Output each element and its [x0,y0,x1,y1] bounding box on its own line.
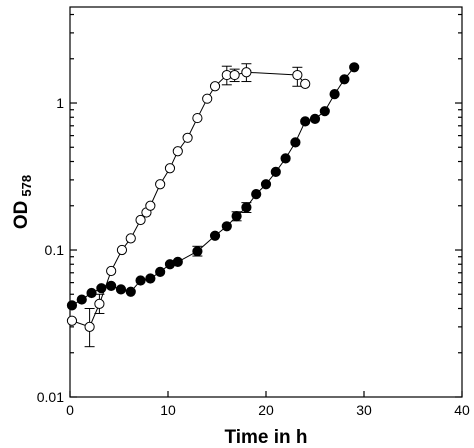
filled-point [339,74,350,85]
filled-point [309,113,321,124]
open-point [209,81,221,92]
x-tick-label: 0 [66,402,74,418]
open-point [292,69,303,81]
filled-point [66,300,78,311]
filled-point [135,275,146,286]
filled-point [329,88,340,100]
filled-point [290,137,301,148]
open-point [84,321,95,332]
open-point [116,244,128,256]
filled-point [192,246,203,257]
x-tick-label: 30 [356,402,372,418]
open-point [300,78,311,89]
filled-point [319,106,330,117]
x-tick-label: 10 [160,402,176,418]
y-tick-label: 0.1 [45,242,65,258]
filled-point [300,116,311,127]
filled-point [349,62,360,73]
open-point [202,93,213,104]
filled-point [260,179,272,190]
plot-border [69,6,463,398]
open-point [94,298,105,309]
y-axis-title-sub: 578 [19,175,34,197]
open-point [66,315,78,326]
filled-point [76,294,87,305]
filled-point [280,153,291,164]
filled-point [241,202,252,213]
filled-point [145,273,156,284]
open-point [106,265,117,277]
open-point [172,146,183,157]
filled-point [155,266,166,277]
x-tick-label: 20 [258,402,274,418]
y-axis-title: OD 578 [11,175,34,229]
open-point [164,163,176,174]
y-tick-label: 1 [56,95,64,111]
filled-point [96,283,107,294]
open-point [229,69,240,81]
y-axis-title-main: OD [11,201,32,230]
filled-point [270,166,281,177]
filled-point [209,230,221,241]
x-tick-label: 40 [454,402,470,418]
filled-point [106,280,117,291]
open-point [182,132,193,143]
x-axis-title: Time in h [224,427,307,448]
filled-point [231,211,242,222]
filled-point [115,284,127,295]
y-axis: 0.01 0.1 1 [37,13,462,405]
filled-point [86,287,97,299]
filled-point [125,286,136,297]
y-tick-label: 0.01 [37,389,64,405]
x-axis: 0 10 20 30 40 [66,391,470,418]
filled-point [251,189,262,200]
open-point [241,67,252,78]
open-point [192,112,203,124]
open-point [155,179,166,190]
open-point [145,200,156,211]
plot-frame [69,6,463,398]
series-1 [66,63,311,348]
filled-point [172,256,183,268]
open-point [135,214,146,226]
series-layer [66,62,360,348]
series-2 [66,62,360,311]
open-point [125,233,136,244]
filled-point [221,221,232,232]
